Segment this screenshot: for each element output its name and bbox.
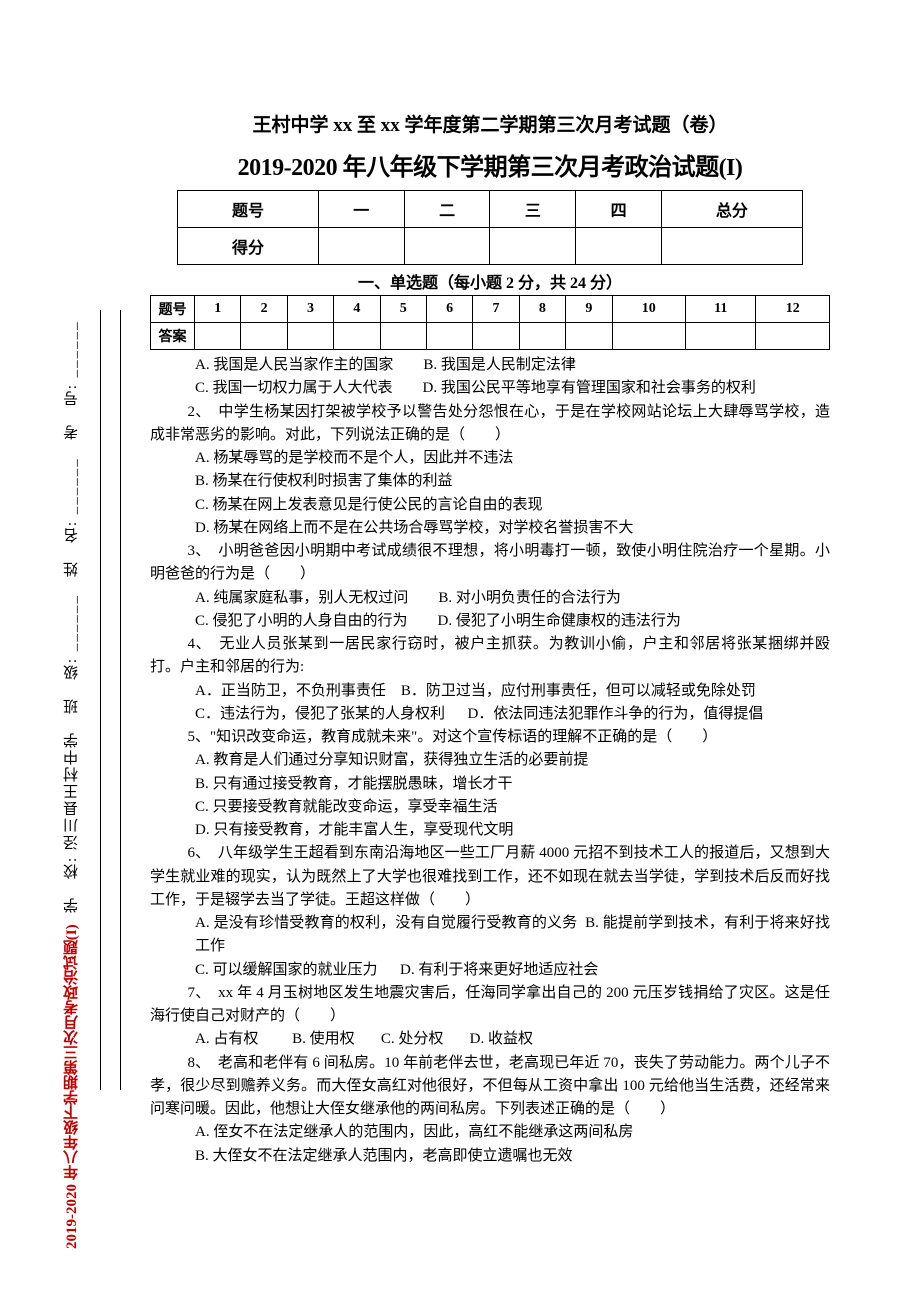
q5-opt-b: B. 只有通过接受教育，才能摆脱愚昧，增长才干 [150,773,830,796]
q8-stem: 8、 老高和老伴有 6 间私房。10 年前老伴去世，老高现已年近 70，丧失了劳… [150,1052,830,1122]
col-header: 四 [576,191,662,228]
answer-cell [756,323,830,350]
q5-opt-a: A. 教育是人们通过分享知识财富，获得独立生活的必要前提 [150,749,830,772]
q8-opt-a: A. 侄女不在法定继承人的范围内，因此，高红不能继承这两间私房 [150,1121,830,1144]
row-header: 题号 [151,296,195,323]
col-header: 总分 [662,191,803,228]
row-header: 题号 [178,191,319,228]
q3-opt-b: B. 对小明负责任的合法行为 [438,590,621,606]
questions-body: A. 我国是人民当家作主的国家 B. 我国是人民制定法律 C. 我国一切权力属于… [150,354,830,1168]
q2-opt-a: A. 杨某辱骂的是学校而不是个人，因此并不违法 [150,447,830,470]
q1-opt-b: B. 我国是人民制定法律 [423,357,576,373]
section-header: 一、单选题（每小题 2 分，共 24 分） [150,269,830,293]
answer-cell [195,323,241,350]
q2-opt-c: C. 杨某在网上发表意见是行使公民的言论自由的表现 [150,494,830,517]
table-row: 题号 1 2 3 4 5 6 7 8 9 10 11 12 [151,296,830,323]
q5-stem: 5、"知识改变命运，教育成就未来"。对这个宣传标语的理解不正确的是（ ） [150,726,830,749]
answer-cell [334,323,380,350]
table-row: 题号 一 二 三 四 总分 [178,191,803,228]
school-title: 王村中学 xx 至 xx 学年度第二学期第三次月考试题（卷） [150,110,830,137]
q7-opt-a: A. 占有权 [195,1031,258,1047]
q6-stem: 6、 八年级学生王超看到东南沿海地区一些工厂月薪 4000 元招不到技术工人的报… [150,842,830,912]
q6-opt-a: A. 是没有珍惜受教育的权利，没有自觉履行受教育的义务 [195,915,577,931]
answer-cell [426,323,472,350]
answer-cell [241,323,287,350]
q4-opt-c: C．违法行为，侵犯了张某的人身权利 [195,706,445,722]
num-cell: 11 [685,296,756,323]
answer-cell [380,323,426,350]
num-cell: 4 [334,296,380,323]
answer-cell [473,323,519,350]
answer-cell [519,323,565,350]
num-cell: 3 [287,296,333,323]
answer-cell [612,323,685,350]
num-cell: 2 [241,296,287,323]
page-content: 王村中学 xx 至 xx 学年度第二学期第三次月考试题（卷） 2019-2020… [0,0,920,1208]
score-cell [490,228,576,265]
num-cell: 1 [195,296,241,323]
exam-title: 2019-2020 年八年级下学期第三次月考政治试题(I) [150,147,830,182]
row-header: 答案 [151,323,195,350]
num-cell: 10 [612,296,685,323]
score-cell [318,228,404,265]
table-row: 得分 [178,228,803,265]
q1-opt-c: C. 我国一切权力属于人大代表 [195,380,393,396]
q4-opt-d: D．依法同违法犯罪作斗争的行为，值得提倡 [468,706,764,722]
score-cell [404,228,490,265]
q3-opt-a: A. 纯属家庭私事，别人无权过问 [195,590,408,606]
q1-opt-a: A. 我国是人民当家作主的国家 [195,357,393,373]
q6-opt-c: C. 可以缓解国家的就业压力 [195,962,378,978]
table-row: 答案 [151,323,830,350]
num-cell: 6 [426,296,472,323]
col-header: 一 [318,191,404,228]
num-cell: 7 [473,296,519,323]
q4-opt-a: A．正当防卫，不负刑事责任 [195,683,386,699]
num-cell: 9 [566,296,612,323]
answer-cell [685,323,756,350]
q1-opt-d: D. 我国公民平等地享有管理国家和社会事务的权利 [423,380,756,396]
q7-opt-d: D. 收益权 [470,1031,533,1047]
col-header: 三 [490,191,576,228]
score-cell [576,228,662,265]
num-cell: 5 [380,296,426,323]
q7-opt-c: C. 处分权 [381,1031,444,1047]
q2-stem: 2、 中学生杨某因打架被学校予以警告处分怨恨在心，于是在学校网站论坛上大肆辱骂学… [150,401,830,448]
answer-cell [287,323,333,350]
q8-opt-b: B. 大侄女不在法定继承人范围内，老高即使立遗嘱也无效 [150,1145,830,1168]
q4-stem: 4、 无业人员张某到一居民家行窃时，被户主抓获。为教训小偷，户主和邻居将张某捆绑… [150,633,830,680]
score-table: 题号 一 二 三 四 总分 得分 [177,190,803,265]
num-cell: 12 [756,296,830,323]
q3-opt-c: C. 侵犯了小明的人身自由的行为 [195,613,408,629]
q3-opt-d: D. 侵犯了小明生命健康权的违法行为 [438,613,681,629]
q7-stem: 7、 xx 年 4 月玉树地区发生地震灾害后，任海同学拿出自己的 200 元压岁… [150,982,830,1029]
q2-opt-b: B. 杨某在行使权利时损害了集体的利益 [150,470,830,493]
answer-cell [566,323,612,350]
q4-opt-b: B．防卫过当，应付刑事责任，但可以减轻或免除处罚 [401,683,756,699]
q3-stem: 3、 小明爸爸因小明期中考试成绩很不理想，将小明毒打一顿，致使小明住院治疗一个星… [150,540,830,587]
q5-opt-d: D. 只有接受教育，才能丰富人生，享受现代文明 [150,819,830,842]
score-cell [662,228,803,265]
q2-opt-d: D. 杨某在网络上而不是在公共场合辱骂学校，对学校名誉损害不大 [150,517,830,540]
q7-opt-b: B. 使用权 [292,1031,355,1047]
q5-opt-c: C. 只要接受教育就能改变命运，享受幸福生活 [150,796,830,819]
answer-table: 题号 1 2 3 4 5 6 7 8 9 10 11 12 答案 [150,295,830,350]
q6-opt-d: D. 有利于将来更好地适应社会 [400,962,598,978]
num-cell: 8 [519,296,565,323]
col-header: 二 [404,191,490,228]
row-header: 得分 [178,228,319,265]
